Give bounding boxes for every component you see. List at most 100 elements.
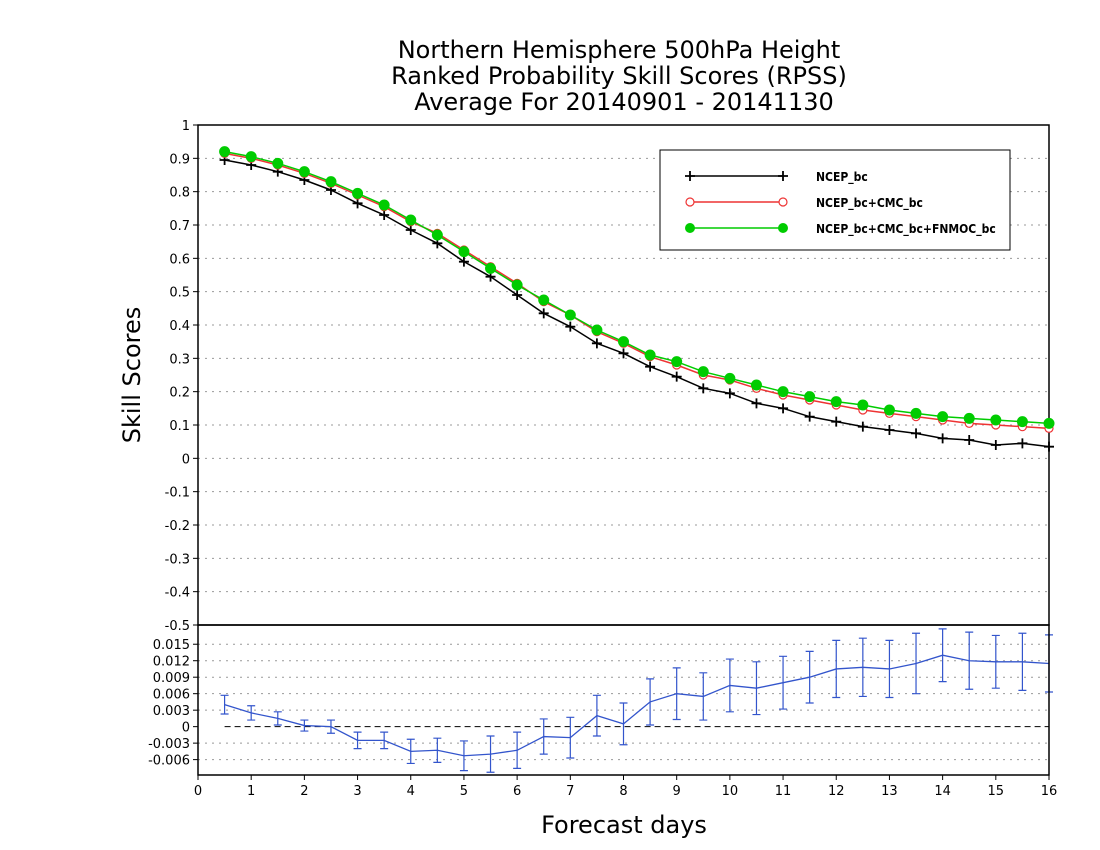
x-tick-label: 4	[407, 784, 415, 799]
y-tick-label: 0.7	[169, 219, 190, 234]
y-tick-label: 0.006	[153, 688, 190, 703]
y-tick-label: 0.015	[153, 638, 190, 653]
legend: NCEP_bc NCEP_bc+CMC_bc NCEP_bc+CMC_bc+FNMO…	[659, 149, 1011, 251]
x-tick-label: 10	[722, 784, 739, 799]
data-point	[618, 336, 629, 348]
data-point	[512, 290, 523, 300]
chart-title-line-3: Average For 20140901 - 20141130	[414, 88, 834, 116]
data-point	[750, 379, 762, 391]
data-point	[245, 151, 257, 163]
x-tick-label: 12	[828, 784, 845, 799]
data-point	[884, 425, 895, 435]
error-bar	[220, 694, 229, 715]
x-tick-label: 2	[300, 784, 308, 799]
data-point	[990, 440, 1001, 450]
data-point	[964, 435, 975, 445]
x-axis-label: Forecast days	[541, 811, 707, 839]
y-tick-label: -0.2	[165, 519, 190, 534]
data-point	[431, 229, 443, 241]
data-point	[298, 166, 310, 178]
data-point	[671, 356, 683, 368]
y-tick-label: 1	[182, 119, 190, 134]
data-point	[645, 361, 656, 372]
data-point	[564, 309, 576, 321]
legend-marker	[778, 171, 788, 181]
data-point	[804, 411, 815, 422]
data-point	[378, 199, 390, 211]
x-tick-label: 0	[194, 784, 202, 799]
data-point	[644, 349, 656, 361]
y-tick-label: -0.006	[148, 754, 190, 769]
legend-marker	[778, 197, 788, 207]
x-tick-label: 7	[566, 784, 574, 799]
data-point	[857, 399, 869, 411]
data-point	[777, 386, 789, 398]
data-point	[1044, 441, 1054, 452]
data-point	[1016, 416, 1028, 428]
y-tick-label: 0.8	[169, 186, 190, 201]
x-tick-label: 13	[881, 784, 898, 799]
data-point	[219, 146, 231, 158]
y-tick-label: 0	[182, 721, 190, 736]
data-point	[511, 279, 523, 291]
x-tick-label: 14	[934, 784, 951, 799]
legend-label: NCEP_bc	[816, 170, 868, 185]
y-tick-label: -0.5	[165, 619, 190, 634]
data-point	[990, 414, 1002, 426]
data-point	[831, 416, 842, 427]
data-point	[538, 308, 549, 319]
y-tick-label: 0	[182, 452, 190, 467]
data-point	[1017, 438, 1028, 449]
chart-title-line-2: Ranked Probability Skill Scores (RPSS)	[391, 62, 847, 90]
y-tick-label: 0.9	[169, 152, 190, 167]
data-point	[352, 198, 363, 209]
data-point	[538, 294, 550, 306]
data-point	[937, 411, 949, 423]
y-tick-label: 0.1	[169, 419, 190, 434]
data-point	[405, 214, 417, 226]
x-tick-label: 15	[988, 784, 1005, 799]
data-point	[591, 338, 602, 349]
y-tick-label: -0.4	[165, 586, 190, 601]
main-plot-panel: 1 0.9 0.8 0.7 0.6 0.5 0.4 0.3 0.2 0.1 0 -0.1 -0.2 -0.…	[165, 119, 1055, 634]
y-tick-label: 0.2	[169, 386, 190, 401]
y-tick-label: 0.009	[153, 671, 190, 686]
data-point	[724, 372, 736, 384]
data-point	[458, 256, 469, 267]
y-tick-label: 0.5	[169, 286, 190, 301]
data-point	[697, 366, 709, 378]
data-point	[272, 157, 284, 169]
data-point	[591, 324, 603, 336]
x-tick-label: 9	[673, 784, 681, 799]
y-tick-label: 0.4	[169, 319, 190, 334]
y-tick-label: 0.012	[153, 655, 190, 670]
y-tick-label: -0.003	[148, 737, 190, 752]
x-tick-label: 8	[619, 784, 627, 799]
legend-marker	[778, 223, 788, 233]
data-point	[1043, 417, 1055, 429]
y-tick-label: 0.6	[169, 252, 190, 267]
y-axis-label: Skill Scores	[118, 307, 146, 444]
y-tick-label: 0.003	[153, 704, 190, 719]
legend-label: NCEP_bc+CMC_bc+FNMOC_bc	[816, 222, 996, 237]
data-point	[778, 403, 789, 414]
legend-marker	[685, 171, 695, 181]
data-point	[405, 225, 416, 235]
data-point	[565, 321, 576, 332]
data-point	[963, 412, 975, 424]
y-tick-label: -0.1	[165, 486, 190, 501]
data-point	[458, 246, 470, 258]
data-point	[352, 187, 364, 199]
y-tick-label: 0.3	[169, 352, 190, 367]
data-point	[830, 396, 842, 408]
y-tick-label: -0.3	[165, 552, 190, 567]
data-point	[910, 407, 922, 419]
data-point	[911, 428, 922, 439]
data-point	[671, 371, 682, 382]
legend-frame	[659, 149, 1011, 251]
legend-marker	[685, 223, 695, 233]
difference-plot-frame	[197, 624, 1050, 776]
x-tick-label: 1	[247, 784, 255, 799]
